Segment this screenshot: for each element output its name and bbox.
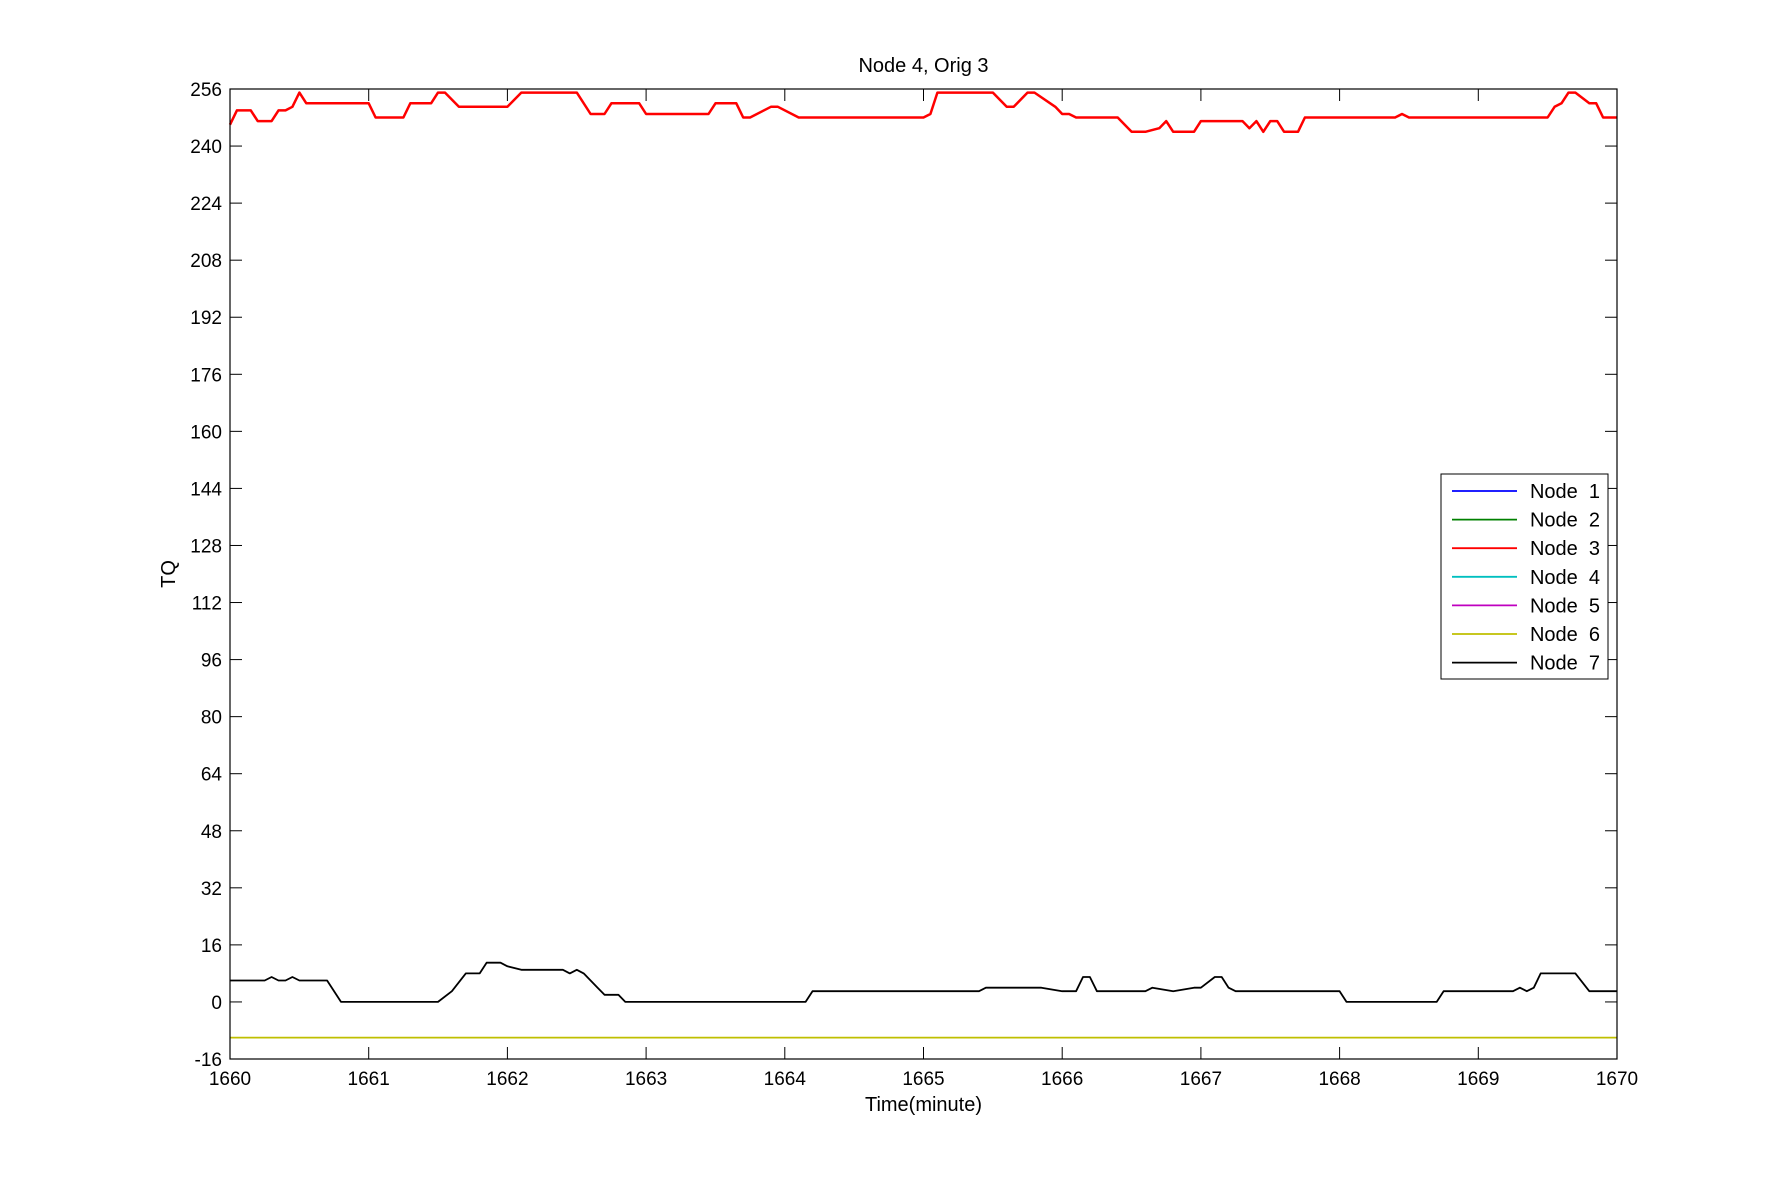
y-tick-label: 128 bbox=[190, 536, 222, 557]
series-line-node-7 bbox=[230, 961, 1617, 1003]
y-tick-label: 96 bbox=[201, 651, 222, 672]
plot-area bbox=[230, 89, 1617, 1059]
y-tick-label: 32 bbox=[201, 879, 222, 900]
legend-label: Node 2 bbox=[1530, 510, 1600, 532]
y-tick-label: 64 bbox=[201, 765, 223, 786]
legend-label: Node 6 bbox=[1530, 624, 1600, 646]
y-tick-label: 48 bbox=[201, 822, 222, 843]
y-tick-label: 192 bbox=[190, 308, 222, 329]
x-tick-label: 1669 bbox=[1457, 1069, 1499, 1090]
y-axis-label: TQ bbox=[158, 560, 180, 588]
y-tick-label: 16 bbox=[201, 936, 222, 957]
y-tick-label: 224 bbox=[190, 194, 222, 215]
y-tick-label: 256 bbox=[190, 80, 222, 101]
legend-label: Node 3 bbox=[1530, 538, 1600, 560]
x-tick-label: 1660 bbox=[209, 1069, 251, 1090]
x-axis-label: Time(minute) bbox=[865, 1094, 982, 1116]
legend-label: Node 4 bbox=[1530, 567, 1600, 589]
x-tick-label: 1670 bbox=[1596, 1069, 1638, 1090]
x-tick-label: 1667 bbox=[1180, 1069, 1222, 1090]
series-line-node-3 bbox=[228, 91, 1617, 134]
x-tick-label: 1666 bbox=[1041, 1069, 1083, 1090]
x-tick-label: 1662 bbox=[486, 1069, 528, 1090]
y-tick-label: 208 bbox=[190, 251, 222, 272]
x-tick-label: 1661 bbox=[348, 1069, 390, 1090]
x-tick-label: 1665 bbox=[902, 1069, 944, 1090]
x-tick-label: 1664 bbox=[764, 1069, 807, 1090]
y-tick-label: 80 bbox=[201, 708, 222, 729]
legend-label: Node 1 bbox=[1530, 481, 1600, 503]
chart-title: Node 4, Orig 3 bbox=[858, 55, 988, 77]
y-axis: -16 0 16 32 48 64 80 96 112 128 144 160 176 192 208 224… bbox=[190, 80, 1617, 1071]
y-tick-label: 240 bbox=[190, 137, 222, 158]
y-tick-label: 176 bbox=[190, 365, 222, 386]
x-axis: 1660 1661 1662 1663 1664 1665 1666 1667 1668 1669… bbox=[209, 89, 1638, 1090]
series-layer bbox=[228, 91, 1617, 1039]
y-tick-label: -16 bbox=[195, 1050, 222, 1071]
y-tick-label: 0 bbox=[211, 993, 222, 1014]
y-tick-label: 160 bbox=[190, 422, 222, 443]
legend-label: Node 5 bbox=[1530, 595, 1600, 617]
legend: Node 1 Node 2 Node 3 Node 4 Node 5 Node 6 Node… bbox=[1440, 473, 1609, 680]
legend-label: Node 7 bbox=[1530, 653, 1600, 675]
y-tick-label: 144 bbox=[190, 479, 222, 500]
x-tick-label: 1668 bbox=[1318, 1069, 1360, 1090]
y-tick-label: 112 bbox=[192, 594, 222, 615]
x-tick-label: 1663 bbox=[625, 1069, 667, 1090]
